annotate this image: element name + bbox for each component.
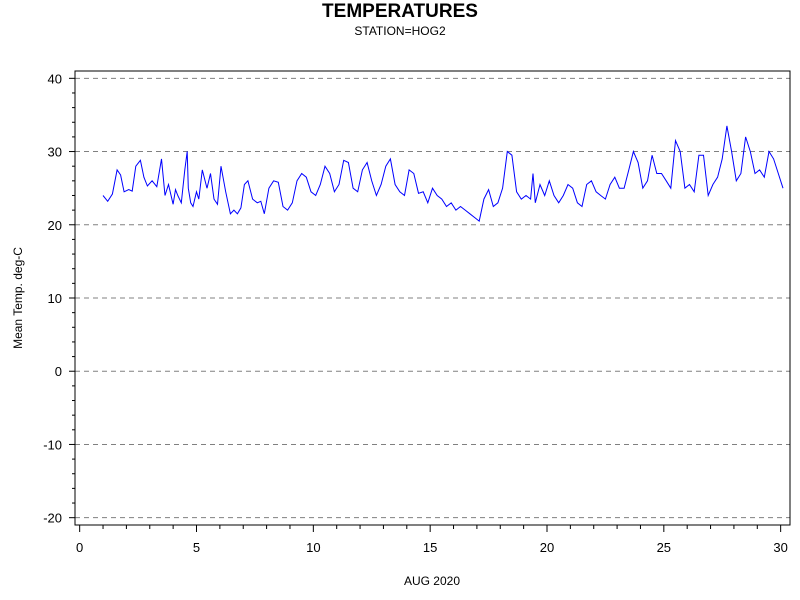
y-tick-label: 20 <box>48 218 62 233</box>
y-tick-label: 30 <box>48 145 62 160</box>
y-axis-label: Mean Temp. deg-C <box>11 247 25 349</box>
x-tick-label: 10 <box>306 540 320 555</box>
x-tick-label: 0 <box>76 540 83 555</box>
y-tick-label: 0 <box>55 364 62 379</box>
y-tick-label: 10 <box>48 291 62 306</box>
y-tick-label: -20 <box>43 511 62 526</box>
chart-title: TEMPERATURES <box>322 1 478 22</box>
x-tick-label: 30 <box>773 540 787 555</box>
x-tick-label: 25 <box>657 540 671 555</box>
series-line <box>102 125 784 222</box>
x-tick-label: 20 <box>540 540 554 555</box>
x-tick-label: 15 <box>423 540 437 555</box>
axis-ticks: -20 -10 0 10 20 30 40 0 5 10 15 20 25 30 <box>43 71 788 555</box>
x-tick-label: 5 <box>193 540 200 555</box>
y-tick-label: -10 <box>43 437 62 452</box>
gridlines <box>75 77 790 519</box>
y-tick-label: 40 <box>48 71 62 86</box>
x-axis-label: AUG 2020 <box>404 574 460 588</box>
chart-subtitle: STATION=HOG2 <box>354 24 446 38</box>
